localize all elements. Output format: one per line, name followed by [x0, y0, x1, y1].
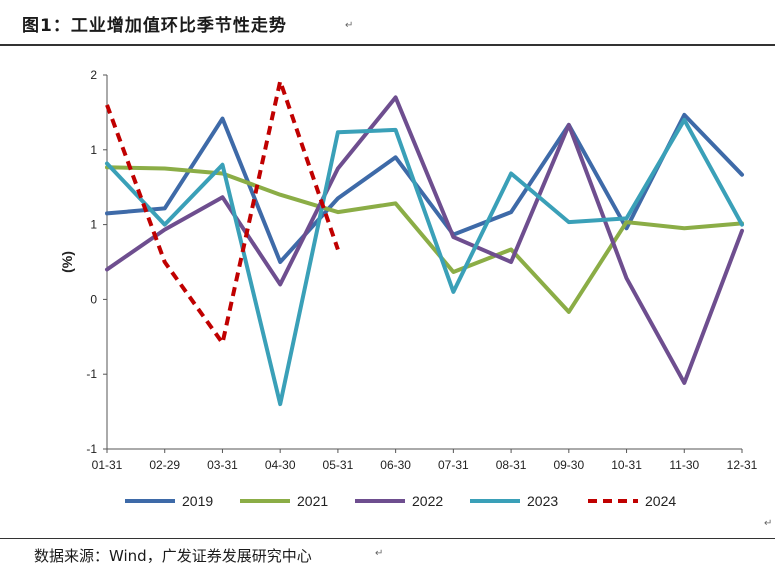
series-line-2024 — [105, 79, 340, 345]
y-tick-label: 1 — [90, 218, 97, 232]
series-line-2022 — [105, 95, 744, 385]
legend-label: 2019 — [182, 493, 213, 509]
data-source-note: 数据来源：Wind，广发证券发展研究中心 — [34, 547, 312, 565]
series-line-2019 — [105, 112, 744, 264]
x-tick-label: 09-30 — [553, 458, 584, 472]
legend-label: 2023 — [527, 493, 558, 509]
legend-label: 2024 — [645, 493, 676, 509]
figure-title: 图1：工业增加值环比季节性走势 — [22, 16, 287, 36]
y-tick-label: 2 — [90, 68, 97, 82]
x-tick-label: 01-31 — [92, 458, 123, 472]
x-tick-label: 12-31 — [727, 458, 758, 472]
title-bar: 图1：工业增加值环比季节性走势 ↵ — [0, 0, 775, 46]
paragraph-mark: ↵ — [345, 20, 354, 31]
x-tick-label: 05-31 — [323, 458, 354, 472]
source-bar: 数据来源：Wind，广发证券发展研究中心 ↵ — [0, 538, 775, 581]
legend-label: 2022 — [412, 493, 443, 509]
x-tick-label: 11-30 — [669, 458, 699, 472]
x-tick-label: 03-31 — [207, 458, 238, 472]
y-tick-label: -1 — [86, 442, 97, 456]
y-tick-label: -1 — [86, 367, 97, 381]
x-tick-label: 02-29 — [149, 458, 180, 472]
series-line-2023 — [105, 117, 744, 407]
paragraph-mark: ↵ — [375, 548, 384, 559]
x-tick-label: 06-30 — [380, 458, 411, 472]
y-axis-label: (%) — [59, 251, 75, 273]
legend-label: 2021 — [297, 493, 328, 509]
y-tick-label: 1 — [90, 143, 97, 157]
x-tick-label: 07-31 — [438, 458, 469, 472]
y-tick-label: 0 — [90, 292, 97, 306]
paragraph-mark: ↵ — [764, 518, 773, 529]
x-tick-label: 10-31 — [611, 458, 642, 472]
x-tick-label: 04-30 — [265, 458, 296, 472]
line-chart: 2 1 1 0 -1 -1 01-31 02-29 03-31 04-30 05-31 06-30 07… — [59, 68, 758, 509]
x-tick-label: 08-31 — [496, 458, 527, 472]
